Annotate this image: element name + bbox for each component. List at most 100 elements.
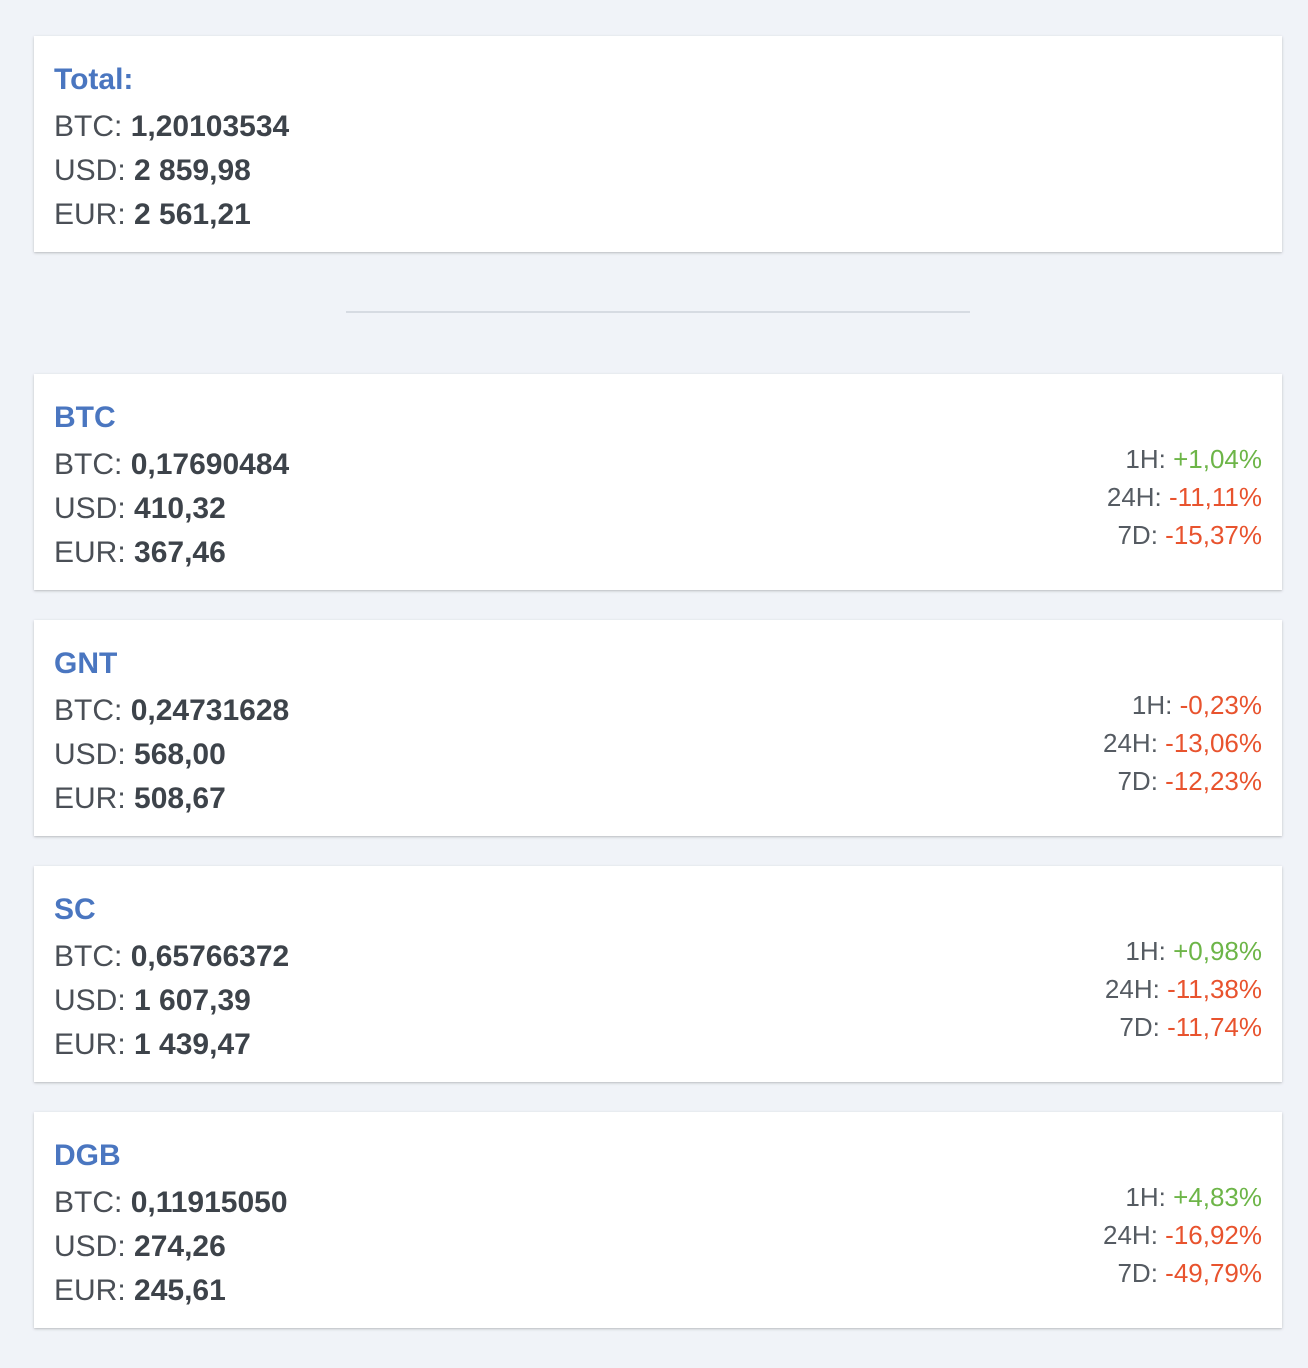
change-1h-label: 1H: (1125, 1182, 1166, 1212)
coin-card-dgb: DGB BTC: 0,11915050 USD: 274,26 EUR: 245… (34, 1112, 1282, 1328)
change-1h-value: +4,83% (1173, 1182, 1262, 1212)
coin-usd-value: 274,26 (134, 1230, 226, 1263)
coin-usd-label: USD: (54, 984, 126, 1017)
coin-usd-value: 1 607,39 (134, 984, 251, 1017)
coin-usd-value: 568,00 (134, 738, 226, 771)
change-7d-value: -11,74% (1167, 1012, 1262, 1042)
coin-usd-label: USD: (54, 1230, 126, 1263)
price-changes: 1H: +4,83% 24H: -16,92% 7D: -49,79% (1103, 1178, 1262, 1292)
change-24h-label: 24H: (1103, 728, 1158, 758)
change-1h: 1H: +1,04% (1107, 440, 1262, 478)
coin-eur-row: EUR: 1 439,47 (54, 1023, 289, 1067)
coin-values: BTC: 0,11915050 USD: 274,26 EUR: 245,61 (54, 1181, 288, 1313)
change-1h-value: +0,98% (1173, 936, 1262, 966)
total-eur-value: 2 561,21 (134, 198, 251, 231)
coin-eur-value: 245,61 (134, 1274, 226, 1307)
price-changes: 1H: -0,23% 24H: -13,06% 7D: -12,23% (1103, 686, 1262, 800)
coin-eur-label: EUR: (54, 1028, 126, 1061)
coin-eur-label: EUR: (54, 536, 126, 569)
coin-eur-row: EUR: 508,67 (54, 777, 289, 821)
coin-values: BTC: 0,17690484 USD: 410,32 EUR: 367,46 (54, 443, 289, 575)
coin-symbol: GNT (54, 647, 118, 680)
change-24h: 24H: -16,92% (1103, 1216, 1262, 1254)
change-24h-label: 24H: (1106, 482, 1162, 512)
coin-btc-label: BTC: (54, 1186, 123, 1219)
change-7d-label: 7D: (1117, 1258, 1158, 1288)
change-1h-value: -0,23% (1179, 690, 1262, 720)
change-24h-value: -11,38% (1167, 974, 1262, 1004)
coin-values: BTC: 0,24731628 USD: 568,00 EUR: 508,67 (54, 689, 289, 821)
change-1h: 1H: +0,98% (1105, 932, 1262, 970)
total-title: Total: (54, 63, 134, 96)
change-24h: 24H: -11,38% (1105, 970, 1262, 1008)
coin-eur-row: EUR: 367,46 (54, 531, 289, 575)
change-24h-value: -16,92% (1165, 1220, 1262, 1250)
price-changes: 1H: +0,98% 24H: -11,38% 7D: -11,74% (1105, 932, 1262, 1046)
change-7d-label: 7D: (1119, 1012, 1160, 1042)
change-7d-value: -12,23% (1165, 766, 1262, 796)
coin-usd-row: USD: 1 607,39 (54, 979, 289, 1023)
coin-eur-value: 1 439,47 (134, 1028, 251, 1061)
change-7d-label: 7D: (1117, 520, 1158, 550)
coin-btc-label: BTC: (54, 694, 123, 727)
coin-btc-row: BTC: 0,17690484 (54, 443, 289, 487)
coin-symbol: BTC (54, 401, 116, 434)
coin-card-sc: SC BTC: 0,65766372 USD: 1 607,39 EUR: 1 … (34, 866, 1282, 1082)
coin-btc-label: BTC: (54, 940, 123, 973)
coin-eur-value: 367,46 (134, 536, 226, 569)
total-card: Total: BTC: 1,20103534 USD: 2 859,98 EUR… (34, 36, 1282, 252)
total-btc-label: BTC: (54, 110, 123, 143)
change-7d: 7D: -12,23% (1103, 762, 1262, 800)
coin-card-gnt: GNT BTC: 0,24731628 USD: 568,00 EUR: 508… (34, 620, 1282, 836)
change-1h: 1H: -0,23% (1103, 686, 1262, 724)
total-btc-row: BTC: 1,20103534 (54, 105, 289, 149)
change-7d-label: 7D: (1117, 766, 1158, 796)
coin-btc-row: BTC: 0,11915050 (54, 1181, 288, 1225)
coin-usd-value: 410,32 (134, 492, 226, 525)
coin-btc-row: BTC: 0,65766372 (54, 935, 289, 979)
coin-btc-value: 0,17690484 (130, 448, 290, 481)
coin-btc-value: 0,24731628 (130, 694, 290, 727)
coin-btc-value: 0,11915050 (130, 1186, 288, 1219)
total-usd-row: USD: 2 859,98 (54, 149, 289, 193)
change-24h: 24H: -11,11% (1107, 478, 1262, 516)
total-values: BTC: 1,20103534 USD: 2 859,98 EUR: 2 561… (54, 105, 289, 237)
coin-values: BTC: 0,65766372 USD: 1 607,39 EUR: 1 439… (54, 935, 289, 1067)
coin-eur-label: EUR: (54, 782, 126, 815)
change-24h-value: -11,11% (1169, 482, 1262, 512)
coin-usd-row: USD: 568,00 (54, 733, 289, 777)
total-eur-label: EUR: (54, 198, 126, 231)
change-24h-label: 24H: (1103, 1220, 1158, 1250)
total-usd-label: USD: (54, 154, 126, 187)
change-1h-value: +1,04% (1173, 444, 1262, 474)
coin-card-btc: BTC BTC: 0,17690484 USD: 410,32 EUR: 367… (34, 374, 1282, 590)
section-divider (346, 311, 970, 313)
coin-usd-label: USD: (54, 492, 126, 525)
coin-usd-label: USD: (54, 738, 126, 771)
change-7d: 7D: -49,79% (1103, 1254, 1262, 1292)
change-24h: 24H: -13,06% (1103, 724, 1262, 762)
change-1h-label: 1H: (1125, 444, 1166, 474)
total-eur-row: EUR: 2 561,21 (54, 193, 289, 237)
coin-btc-value: 0,65766372 (130, 940, 290, 973)
coin-btc-row: BTC: 0,24731628 (54, 689, 289, 733)
change-7d: 7D: -15,37% (1107, 516, 1262, 554)
change-1h-label: 1H: (1125, 936, 1166, 966)
coin-btc-label: BTC: (54, 448, 123, 481)
coin-usd-row: USD: 274,26 (54, 1225, 288, 1269)
total-btc-value: 1,20103534 (130, 110, 290, 143)
change-24h-value: -13,06% (1165, 728, 1262, 758)
coin-symbol: DGB (54, 1139, 121, 1172)
change-7d-value: -15,37% (1165, 520, 1262, 550)
coin-eur-row: EUR: 245,61 (54, 1269, 288, 1313)
coin-eur-label: EUR: (54, 1274, 126, 1307)
coin-symbol: SC (54, 893, 96, 926)
coin-usd-row: USD: 410,32 (54, 487, 289, 531)
change-1h: 1H: +4,83% (1103, 1178, 1262, 1216)
coin-eur-value: 508,67 (134, 782, 226, 815)
total-usd-value: 2 859,98 (134, 154, 251, 187)
change-7d-value: -49,79% (1165, 1258, 1262, 1288)
price-changes: 1H: +1,04% 24H: -11,11% 7D: -15,37% (1107, 440, 1262, 554)
change-24h-label: 24H: (1104, 974, 1160, 1004)
change-7d: 7D: -11,74% (1105, 1008, 1262, 1046)
